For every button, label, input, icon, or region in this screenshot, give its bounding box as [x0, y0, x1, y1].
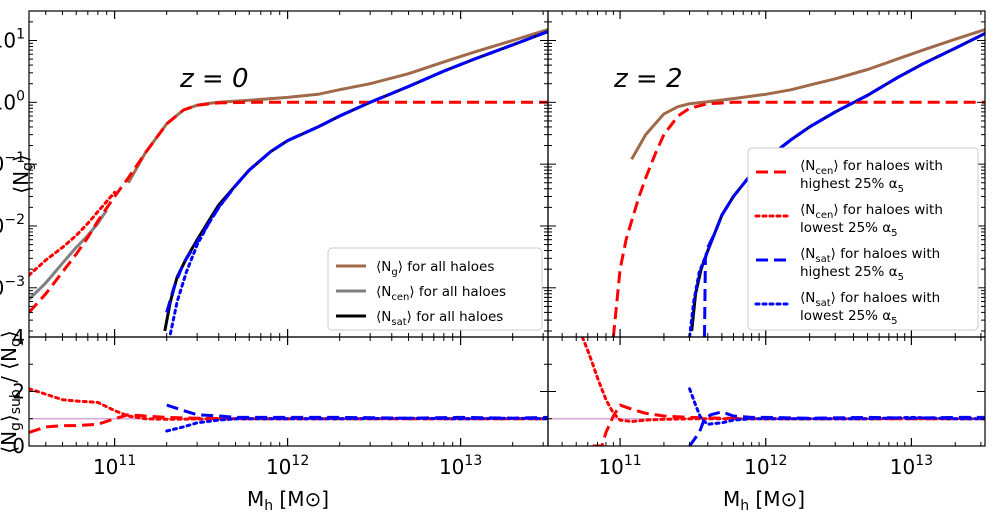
series-line-Nsat_low — [168, 30, 548, 336]
series-group-bottom-left — [29, 387, 548, 434]
x-tick-label: 1013 — [890, 453, 933, 479]
series-group-bottom-right — [548, 337, 985, 446]
series-line-Ncen_high — [29, 413, 548, 434]
series-line-Nsat_low — [165, 416, 548, 433]
series-line-Ng_all — [630, 28, 985, 161]
annotation-z2: z = 2 — [613, 64, 683, 94]
legend-label: ⟨Nsat​⟩ for haloes with — [800, 246, 940, 265]
legend-frame — [747, 147, 979, 331]
legend-label: ⟨Ncen​⟩ for haloes with — [800, 158, 943, 177]
y-tick-label: 10−3 — [0, 274, 25, 300]
legend-top-left: ⟨Ng​⟩ for all haloes ⟨Ncen​⟩ for all halo… — [327, 247, 543, 331]
x-tick-label: 1013 — [439, 453, 482, 479]
ticks-top-left: 10−3 10−2 10−1 100 101 — [0, 10, 548, 337]
legend-label: ⟨Nsat​⟩ for all haloes — [376, 309, 503, 328]
legend-label: highest 25% α5 — [800, 264, 904, 283]
series-line-Ng_all — [126, 28, 548, 184]
legend-label: highest 25% α5 — [800, 176, 904, 195]
ticks-top-right — [548, 10, 985, 337]
series-line-Nsat_high — [166, 403, 548, 420]
y-axis-label-top: ⟨Ng​⟩ — [9, 154, 36, 193]
y-tick-label: 100 — [0, 88, 25, 114]
series-line-Ncen_low — [29, 190, 117, 277]
panel-bottom-right: 1011 1012 1013 — [547, 336, 986, 479]
series-line-Nsat_low — [688, 387, 985, 426]
y-tick-label: 2 — [12, 380, 25, 404]
legend-label: lowest 25% α5 — [800, 308, 898, 327]
x-tick-label: 1012 — [744, 453, 787, 479]
legend-label: ⟨Nsat​⟩ for haloes with — [800, 290, 940, 309]
x-axis-label: Mh​ [M⊙] — [723, 487, 805, 514]
panel-frame — [547, 336, 986, 447]
x-tick-label: 1011 — [598, 453, 641, 479]
panel-top-left: 10−3 10−2 10−1 100 101 z = 0 ⟨Ng​⟩ for all h… — [0, 10, 549, 338]
panel-bottom-left: 1011 1012 1013 0 2 4 — [12, 325, 549, 479]
series-line-Ncen_high — [611, 100, 985, 337]
series-line-Ncen_high — [592, 403, 985, 446]
y-axis-label-bottom: ⟨Ng​⟩sub​ / ⟨Ng​⟩ — [0, 330, 24, 453]
series-line-Ncen_low — [580, 337, 985, 423]
legend-label: ⟨Ng​⟩ for all haloes — [376, 259, 494, 278]
series-group-top-left — [29, 28, 548, 336]
axis-labels: ⟨Ng​⟩ ⟨Ng​⟩sub​ / ⟨Ng​⟩ Mh​ [M⊙] Mh​ [M⊙] — [0, 154, 805, 514]
y-tick-label: 10−1 — [0, 150, 25, 176]
series-line-Ncen_low — [29, 387, 548, 421]
x-tick-label: 1011 — [93, 453, 136, 479]
legend-frame — [327, 247, 543, 331]
y-tick-label: 101 — [0, 26, 25, 52]
legend-label: ⟨Ncen​⟩ for all haloes — [376, 284, 506, 303]
panel-frame — [28, 336, 549, 447]
x-axis-label: Mh​ [M⊙] — [247, 487, 329, 514]
y-tick-label: 0 — [12, 434, 25, 458]
ticks-bottom-left: 1011 1012 1013 0 2 4 — [12, 325, 548, 479]
ticks-bottom-right: 1011 1012 1013 — [548, 336, 985, 479]
x-tick-label: 1012 — [266, 453, 309, 479]
legend-label: ⟨Ncen​⟩ for haloes with — [800, 202, 943, 221]
legend-label: lowest 25% α5 — [800, 220, 898, 239]
annotation-z0: z = 0 — [179, 64, 249, 94]
y-tick-label: 4 — [12, 325, 25, 349]
y-tick-label: 10−2 — [0, 212, 25, 238]
